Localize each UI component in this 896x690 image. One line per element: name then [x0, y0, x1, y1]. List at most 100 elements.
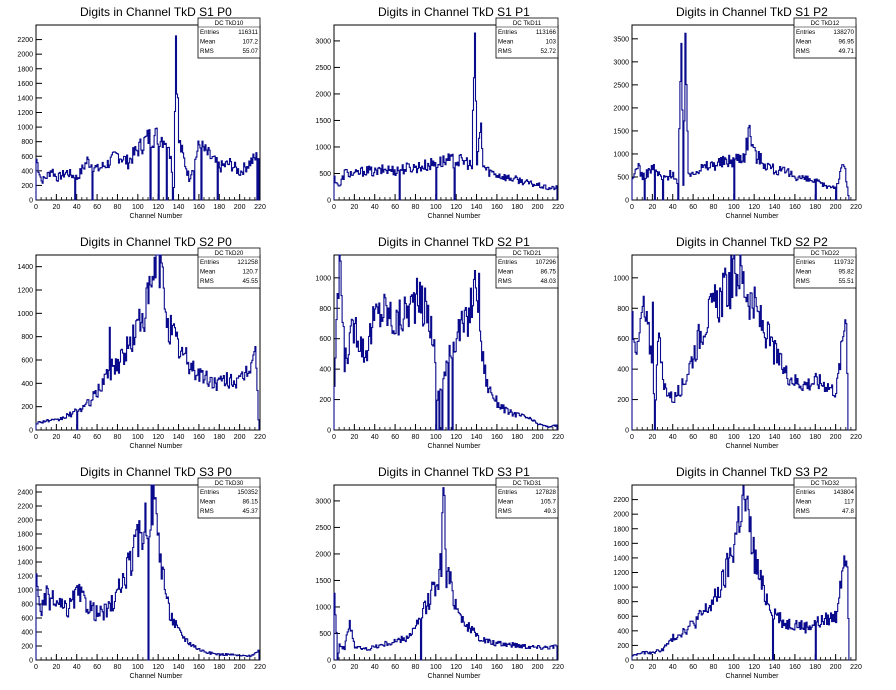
- x-tick-label: 20: [648, 664, 656, 671]
- x-tick-label: 40: [371, 434, 379, 441]
- x-tick-label: 100: [430, 434, 442, 441]
- stats-box: [495, 247, 559, 289]
- x-tick-label: 100: [132, 664, 144, 671]
- stats-value: 49.71: [839, 48, 855, 55]
- stats-value: 55.51: [839, 278, 855, 285]
- stats-value: 103: [546, 39, 557, 46]
- x-tick-label: 0: [630, 434, 634, 441]
- y-tick-label: 1500: [315, 578, 331, 585]
- histogram-series: [35, 35, 260, 201]
- x-tick-label: 80: [710, 664, 718, 671]
- y-tick-label: 1600: [17, 546, 33, 553]
- stats-value: 96.95: [839, 39, 855, 46]
- x-tick-label: 120: [450, 434, 462, 441]
- x-axis-label: Channel Number: [726, 443, 780, 450]
- chart-title: Digits in Channel TkD S1 P1: [378, 5, 530, 19]
- y-tick-label: 1400: [17, 560, 33, 567]
- x-tick-label: 120: [450, 664, 462, 671]
- x-tick-label: 220: [850, 434, 862, 441]
- x-tick-label: 200: [234, 664, 246, 671]
- stats-name: DC TkD30: [215, 480, 244, 487]
- y-tick-label: 500: [319, 171, 331, 178]
- y-tick-label: 0: [625, 428, 629, 435]
- x-tick-label: 100: [132, 434, 144, 441]
- x-tick-label: 160: [491, 204, 503, 211]
- y-tick-label: 2500: [315, 65, 331, 72]
- histogram-series: [631, 485, 850, 661]
- stats-value: 116311: [238, 29, 258, 36]
- x-tick-label: 160: [193, 664, 205, 671]
- x-tick-label: 220: [254, 664, 266, 671]
- x-tick-label: 0: [34, 434, 38, 441]
- x-tick-label: 220: [850, 664, 862, 671]
- x-tick-label: 0: [630, 204, 634, 211]
- y-tick-label: 1000: [613, 151, 629, 158]
- histogram-panel-9: Digits in Channel TkD S3 P20200400600800…: [613, 465, 862, 680]
- x-tick-label: 180: [213, 434, 225, 441]
- stats-value: 107296: [535, 259, 556, 266]
- x-tick-label: 120: [748, 434, 760, 441]
- x-tick-label: 60: [689, 434, 697, 441]
- y-tick-label: 500: [617, 174, 629, 181]
- stats-value: 49.3: [544, 508, 557, 515]
- y-tick-label: 400: [21, 168, 33, 175]
- stats-label: Mean: [498, 269, 514, 276]
- stats-value: 138270: [833, 29, 854, 36]
- x-tick-label: 40: [669, 434, 677, 441]
- stats-value: 127828: [535, 489, 556, 496]
- x-tick-label: 20: [52, 204, 60, 211]
- x-tick-label: 100: [132, 204, 144, 211]
- x-tick-label: 80: [114, 664, 122, 671]
- y-tick-label: 3500: [613, 36, 629, 43]
- chart-title: Digits in Channel TkD S1 P0: [80, 5, 232, 19]
- x-tick-label: 20: [350, 434, 358, 441]
- x-tick-label: 120: [748, 204, 760, 211]
- x-tick-label: 0: [332, 204, 336, 211]
- x-axis-label: Channel Number: [726, 673, 780, 680]
- y-tick-label: 600: [617, 614, 629, 621]
- x-tick-label: 40: [73, 434, 81, 441]
- y-tick-label: 0: [327, 198, 331, 205]
- stats-name: DC TkD11: [513, 20, 542, 27]
- y-tick-label: 200: [319, 397, 331, 404]
- y-tick-label: 2200: [17, 37, 33, 44]
- y-tick-label: 2000: [17, 52, 33, 59]
- stats-name: DC TkD22: [811, 250, 840, 257]
- stats-label: Mean: [796, 269, 812, 276]
- x-tick-label: 100: [728, 664, 740, 671]
- x-tick-label: 220: [552, 434, 564, 441]
- y-tick-label: 1500: [315, 118, 331, 125]
- stats-label: RMS: [200, 48, 214, 55]
- x-tick-label: 20: [350, 204, 358, 211]
- x-tick-label: 20: [648, 204, 656, 211]
- y-tick-label: 1000: [17, 125, 33, 132]
- y-tick-label: 0: [327, 428, 331, 435]
- x-tick-label: 20: [52, 664, 60, 671]
- x-tick-label: 180: [511, 664, 523, 671]
- y-tick-label: 1800: [17, 66, 33, 73]
- x-tick-label: 0: [630, 664, 634, 671]
- x-axis-label: Channel Number: [130, 443, 184, 450]
- x-tick-label: 100: [430, 664, 442, 671]
- stats-label: RMS: [498, 508, 512, 515]
- stats-name: DC TkD10: [215, 20, 244, 27]
- y-tick-label: 0: [29, 428, 33, 435]
- stats-value: 86.75: [541, 269, 557, 276]
- y-tick-label: 1800: [17, 532, 33, 539]
- x-tick-label: 160: [789, 434, 801, 441]
- stats-label: Entries: [200, 259, 219, 266]
- y-tick-label: 200: [617, 643, 629, 650]
- stats-label: RMS: [498, 278, 512, 285]
- y-tick-label: 200: [617, 397, 629, 404]
- histogram-series: [35, 254, 260, 431]
- y-tick-label: 1600: [17, 81, 33, 88]
- x-axis-label: Channel Number: [428, 213, 482, 220]
- stats-value: 107.2: [243, 39, 259, 46]
- x-tick-label: 200: [532, 204, 544, 211]
- stats-label: Entries: [796, 259, 815, 266]
- x-tick-label: 60: [93, 664, 101, 671]
- x-tick-label: 220: [552, 204, 564, 211]
- x-tick-label: 40: [73, 204, 81, 211]
- y-tick-label: 3000: [315, 38, 331, 45]
